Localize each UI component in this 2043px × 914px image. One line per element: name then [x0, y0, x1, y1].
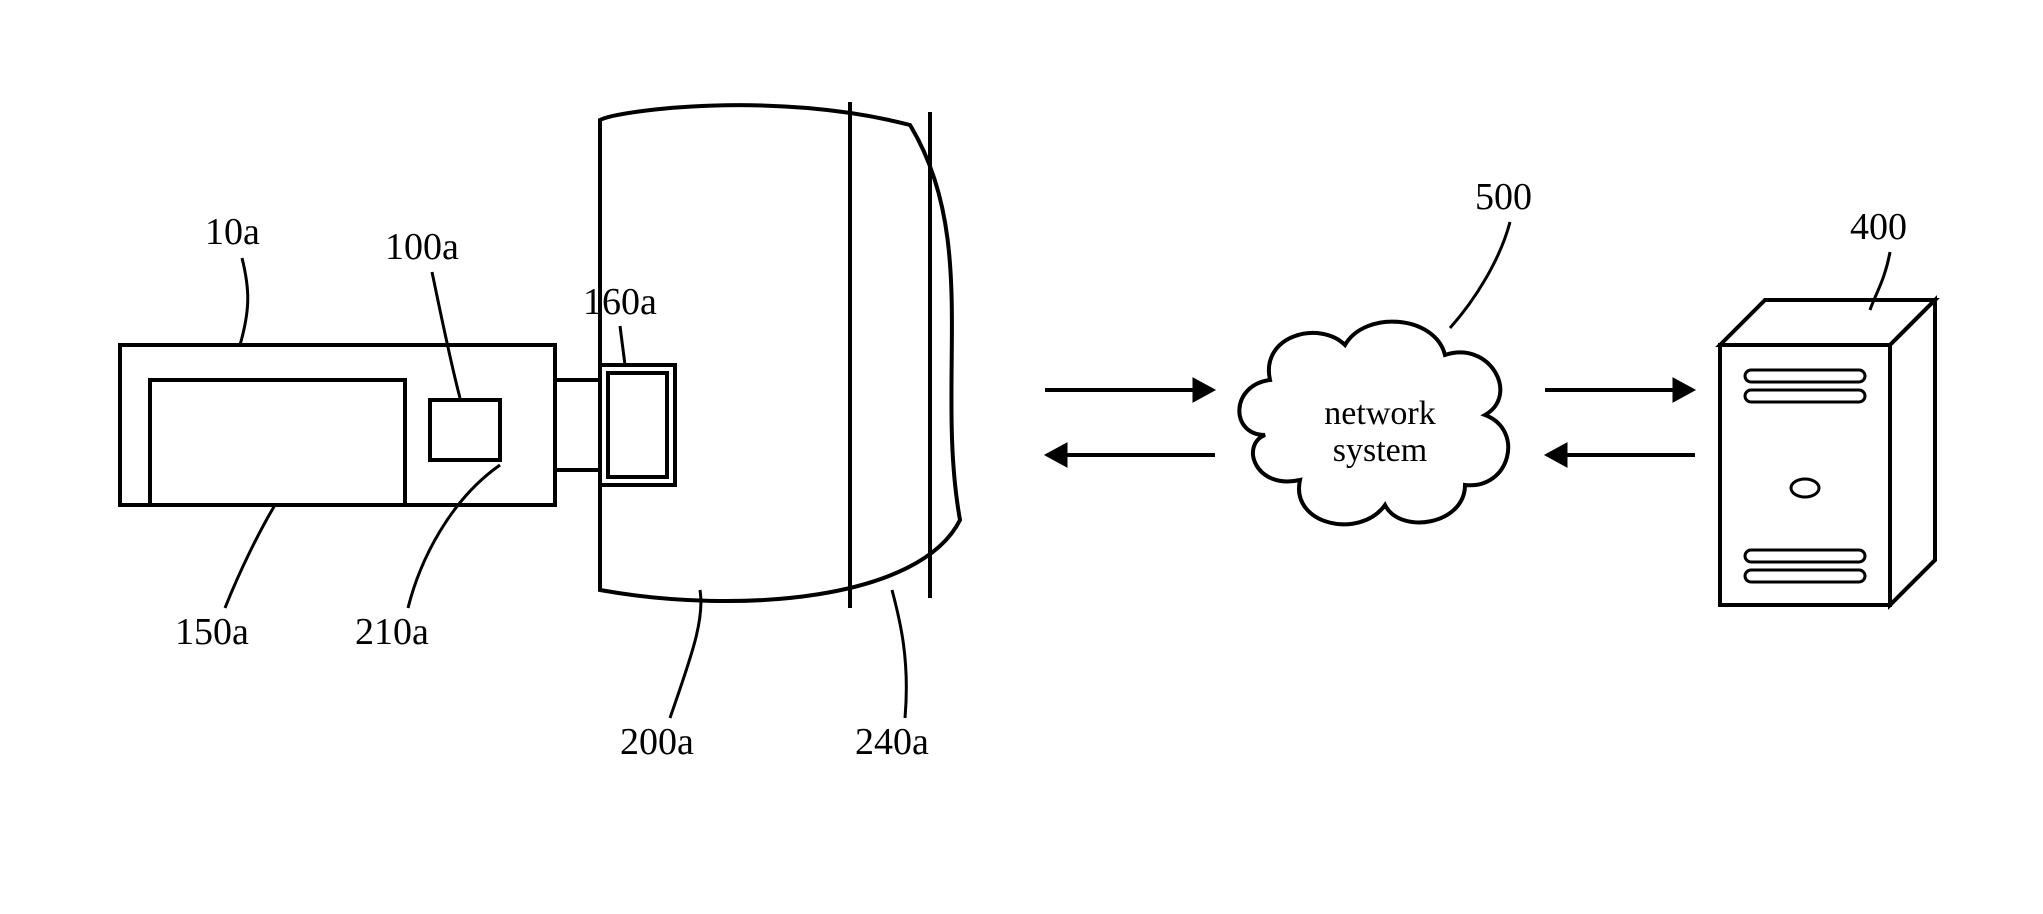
diagram-stage: 10a 100a 160a 150a 210a 200a 240a 500 40… — [0, 0, 2043, 914]
diagram-svg — [0, 0, 2043, 914]
cloud-line2: system — [1333, 432, 1427, 469]
label-200a: 200a — [620, 720, 694, 764]
label-240a: 240a — [855, 720, 929, 764]
label-210a: 210a — [355, 610, 429, 654]
label-500: 500 — [1475, 175, 1532, 219]
label-400: 400 — [1850, 205, 1907, 249]
label-150a: 150a — [175, 610, 249, 654]
label-160a: 160a — [583, 280, 657, 324]
label-10a: 10a — [205, 210, 260, 254]
label-100a: 100a — [385, 225, 459, 269]
cloud-line1: network — [1324, 395, 1435, 432]
cloud-text: network system — [1310, 395, 1450, 470]
